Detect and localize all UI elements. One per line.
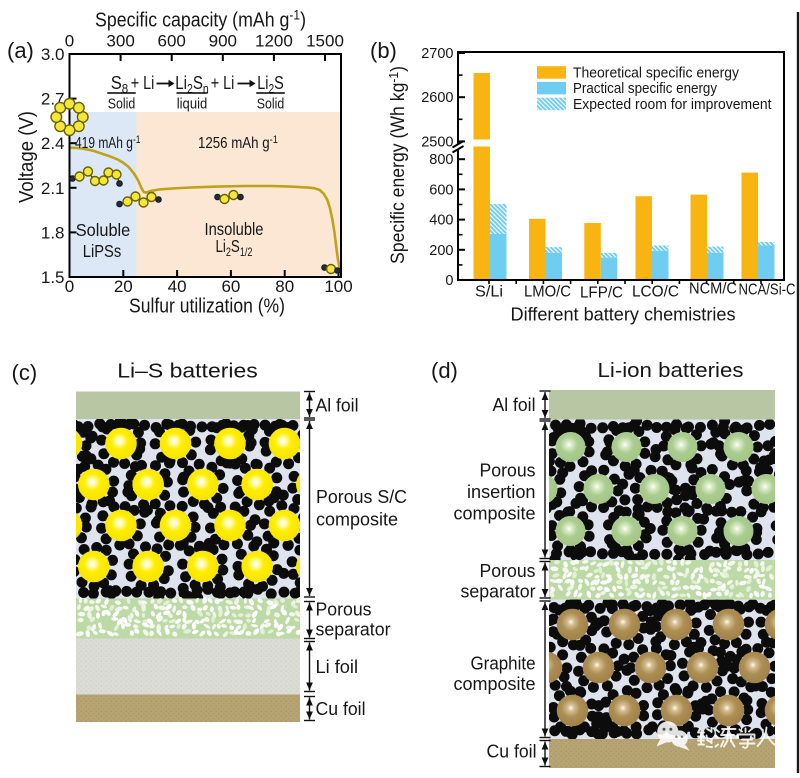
svg-text:LFP/C: LFP/C [580, 285, 623, 302]
svg-text:Porous: Porous [316, 600, 372, 620]
svg-text:S/Li: S/Li [475, 284, 503, 301]
svg-text:Porous: Porous [480, 461, 536, 481]
svg-text:Specific energy (Wh kg-1): Specific energy (Wh kg-1) [386, 66, 409, 264]
svg-text:(d): (d) [431, 358, 458, 383]
svg-text:Al foil: Al foil [316, 396, 359, 416]
svg-text:400: 400 [429, 213, 453, 229]
svg-text:composite: composite [454, 674, 536, 694]
svg-text:Porous: Porous [480, 561, 536, 581]
svg-text:100: 100 [324, 277, 352, 296]
svg-text:419 mAh g-1: 419 mAh g-1 [75, 134, 141, 152]
svg-text:composite: composite [454, 504, 536, 524]
svg-text:300: 300 [106, 32, 134, 51]
svg-text:(b): (b) [370, 38, 397, 63]
svg-text:Solid: Solid [108, 96, 136, 113]
svg-text:Li–S batteries: Li–S batteries [117, 360, 258, 383]
svg-text:0: 0 [65, 32, 74, 51]
svg-text:+ Li: + Li [131, 72, 155, 93]
svg-text:composite: composite [316, 510, 398, 530]
svg-text:1.8: 1.8 [41, 223, 65, 242]
svg-text:Theoretical specific energy: Theoretical specific energy [573, 65, 739, 82]
svg-text:3.0: 3.0 [41, 45, 65, 64]
svg-text:1256 mAh g-1: 1256 mAh g-1 [198, 134, 278, 152]
svg-text:0: 0 [445, 273, 453, 289]
svg-text:LMO/C: LMO/C [524, 284, 571, 301]
svg-text:(a): (a) [7, 38, 34, 63]
svg-text:Practical specific energy: Practical specific energy [573, 80, 717, 97]
svg-text:1.5: 1.5 [41, 268, 65, 287]
svg-text:40: 40 [168, 277, 187, 296]
svg-text:2600: 2600 [421, 90, 453, 106]
svg-text:Cu foil: Cu foil [316, 699, 366, 719]
svg-text:Voltage (V): Voltage (V) [15, 111, 38, 203]
svg-text:20: 20 [114, 277, 133, 296]
svg-text:60: 60 [221, 277, 240, 296]
svg-text:1200: 1200 [255, 32, 293, 51]
svg-text:NCA/Si-C: NCA/Si-C [739, 282, 796, 299]
svg-text:Li-ion batteries: Li-ion batteries [598, 359, 744, 382]
svg-text:separator: separator [461, 582, 536, 602]
svg-text:2500: 2500 [421, 134, 453, 150]
svg-text:Porous S/C: Porous S/C [316, 487, 407, 507]
svg-text:separator: separator [316, 620, 391, 640]
svg-text:NCM/C: NCM/C [689, 281, 737, 298]
svg-text:0: 0 [65, 277, 74, 296]
svg-text:2.4: 2.4 [41, 134, 65, 153]
svg-text:Graphite: Graphite [471, 654, 536, 674]
svg-text:LCO/C: LCO/C [632, 284, 679, 301]
svg-text:800: 800 [429, 152, 453, 168]
svg-text:Different battery chemistries: Different battery chemistries [511, 304, 736, 325]
svg-text:900: 900 [209, 32, 237, 51]
svg-text:600: 600 [158, 32, 186, 51]
svg-text:Specific capacity (mAh g-1): Specific capacity (mAh g-1) [95, 8, 306, 32]
svg-text:200: 200 [429, 243, 453, 259]
svg-text:Sulfur utilization (%): Sulfur utilization (%) [129, 296, 285, 318]
svg-text:80: 80 [275, 277, 294, 296]
svg-text:+ Li: + Li [211, 72, 235, 93]
svg-text:2.1: 2.1 [41, 179, 65, 198]
svg-text:insertion: insertion [467, 482, 536, 502]
svg-text:Li foil: Li foil [316, 657, 359, 677]
svg-text:(c): (c) [12, 360, 38, 385]
svg-text:600: 600 [429, 182, 453, 198]
svg-text:Soluble: Soluble [76, 220, 131, 240]
svg-text:LiPSs: LiPSs [83, 241, 122, 261]
svg-text:Expected room for improvement: Expected room for improvement [573, 96, 772, 113]
svg-text:1500: 1500 [306, 32, 344, 51]
svg-text:liquid: liquid [177, 96, 208, 113]
svg-text:Solid: Solid [257, 96, 285, 113]
svg-text:Cu foil: Cu foil [487, 742, 537, 762]
svg-text:Al foil: Al foil [493, 395, 536, 415]
svg-text:2700: 2700 [421, 46, 453, 62]
